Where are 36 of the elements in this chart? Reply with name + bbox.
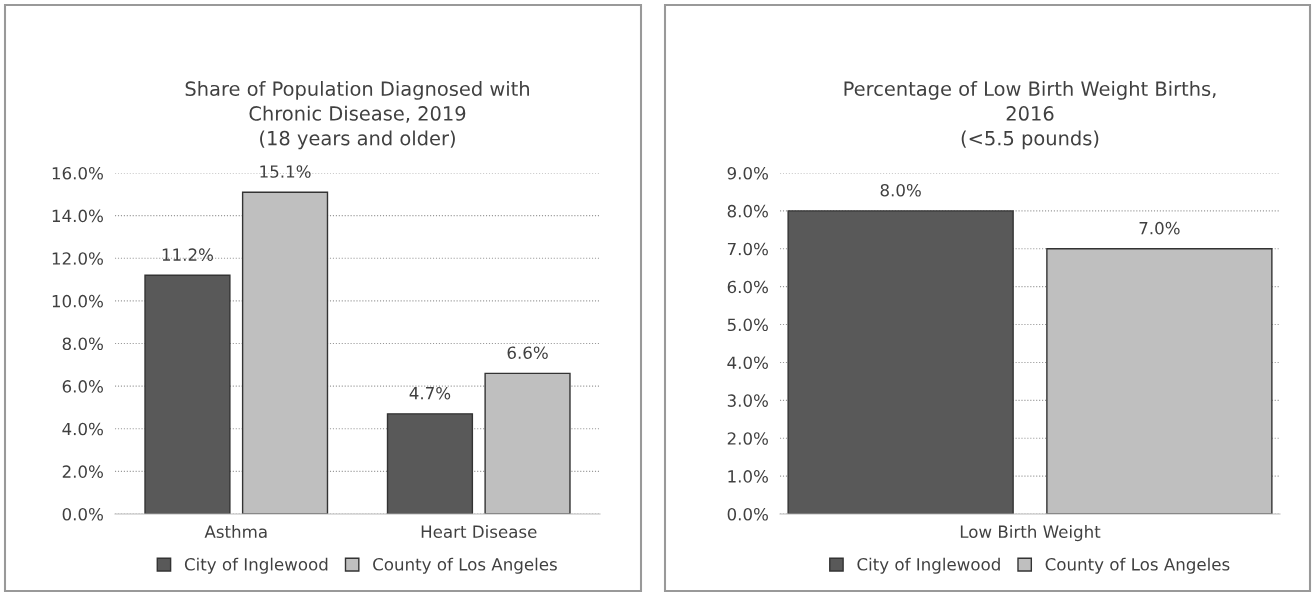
y-tick-label: 7.0% [727,242,768,256]
y-tick-label: 16.0% [52,166,103,180]
legend-label: City of Inglewood [857,557,1000,574]
data-label: 11.2% [162,248,213,261]
y-tick-label: 1.0% [728,470,768,483]
y-tick-label: 12.0% [52,252,103,265]
bar [144,274,231,514]
y-tick-label: 8.0% [727,204,768,218]
x-tick-label: Heart Disease [421,525,537,539]
y-tick-label: 0.0% [62,507,103,521]
data-label: 7.0% [1139,221,1180,235]
y-tick-label: 4.0% [727,356,768,370]
y-tick-label: 14.0% [52,209,103,223]
y-tick-label: 2.0% [62,465,103,478]
data-label: 15.1% [260,165,311,178]
y-tick-label: 6.0% [62,380,103,393]
y-tick-label: 9.0% [727,166,768,180]
y-tick-label: 4.0% [62,422,103,436]
y-tick-label: 8.0% [62,337,103,351]
data-label: 4.7% [409,386,451,400]
legend-label: County of Los Angeles [373,557,557,574]
legend-label: City of Inglewood [184,557,328,574]
bar [386,413,474,514]
data-label: 8.0% [880,183,921,197]
y-tick-label: 2.0% [727,432,768,445]
chart-title: Share of Population Diagnosed with Chronic Disease, 2019 (18 years and older) [185,80,529,150]
data-label: 6.6% [507,346,548,359]
y-tick-label: 5.0% [727,318,768,332]
x-tick-label: Asthma [204,525,267,539]
y-tick-label: 10.0% [52,294,103,308]
legend-label: County of Los Angeles [1045,557,1230,574]
chart-title: Percentage of Low Birth Weight Births, 2016 (<5.5 pounds) [844,80,1216,150]
x-tick-label: Low Birth Weight [960,525,1101,542]
y-tick-label: 6.0% [727,280,768,294]
y-tick-label: 3.0% [727,394,768,407]
y-tick-label: 0.0% [727,507,768,521]
